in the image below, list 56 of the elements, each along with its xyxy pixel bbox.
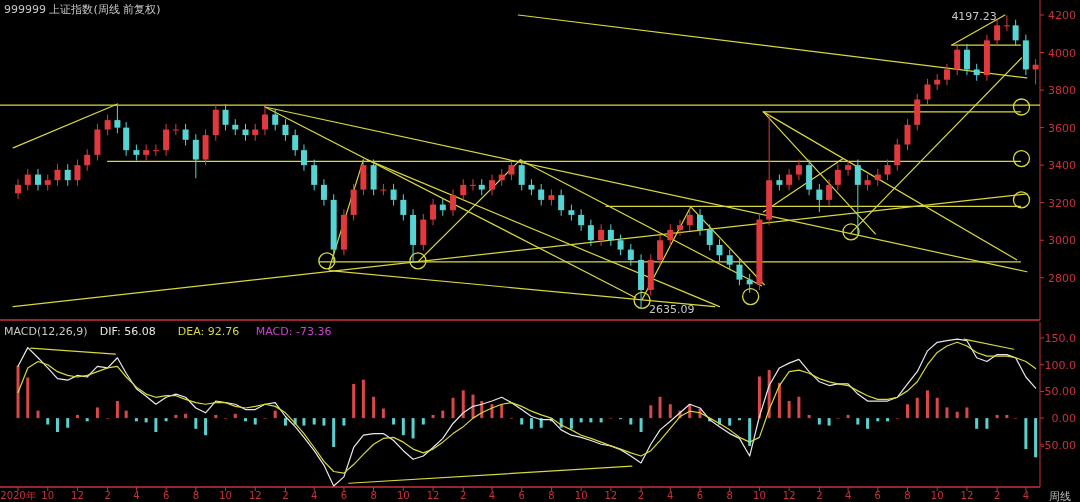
y-tick-label: 3600	[1048, 121, 1076, 135]
x-tick-label: 4	[311, 490, 318, 501]
annotation: DIF: 56.08	[99, 325, 156, 338]
x-tick-label: 12	[960, 490, 974, 501]
x-tick-label: 12	[248, 490, 262, 501]
x-tick-label: 4	[488, 490, 496, 501]
x-tick-label: 12	[71, 490, 84, 501]
annotation: 2635.09	[649, 302, 695, 316]
x-tick-label: 10	[41, 490, 55, 501]
x-tick-label: 4	[1022, 490, 1030, 501]
x-tick-label: 8	[548, 490, 555, 501]
x-tick-label: 4	[844, 490, 852, 501]
x-tick-label: 8	[726, 490, 733, 501]
x-tick-label: 12	[604, 490, 618, 501]
y-tick-label: 4000	[1048, 46, 1076, 60]
y-tick-label: 50.00	[1044, 385, 1076, 399]
chart-title: 999999 上证指数(周线 前复权)	[4, 3, 161, 16]
x-tick-label: 10	[574, 490, 588, 501]
x-tick-label: 2	[104, 490, 111, 501]
y-tick-label: 0.00	[1051, 412, 1076, 426]
y-tick-label: 2800	[1048, 271, 1076, 285]
x-tick-label: 6	[162, 490, 170, 501]
x-tick-label: 6	[874, 490, 881, 501]
x-tick-label: 10	[396, 490, 410, 501]
y-tick-label: 3400	[1048, 159, 1076, 173]
x-tick-label: 10	[219, 490, 232, 501]
annotation: 4197.23	[951, 9, 997, 23]
x-tick-label: 8	[192, 490, 200, 501]
x-axis-title: 周线	[1049, 490, 1071, 502]
x-tick-label: 4	[667, 490, 674, 501]
x-tick-label: 4	[133, 490, 140, 501]
y-tick-label: 150.0	[1044, 332, 1076, 346]
x-tick-label: 6	[340, 490, 348, 501]
x-tick-label: 2	[993, 490, 1001, 501]
y-tick-label: 3000	[1048, 234, 1076, 248]
x-tick-label: 2020年	[0, 490, 36, 501]
x-tick-label: 2	[460, 490, 467, 501]
y-tick-label: 3800	[1048, 84, 1076, 98]
x-tick-label: 10	[753, 490, 766, 501]
x-tick-label: 2	[816, 490, 823, 501]
x-tick-label: 8	[370, 490, 377, 501]
annotation: MACD: -73.36	[255, 325, 332, 338]
x-tick-label: 2	[282, 490, 289, 501]
y-tick-label: 100.0	[1044, 358, 1076, 372]
x-tick-label: 6	[696, 490, 704, 501]
x-tick-label: 8	[904, 490, 911, 501]
y-tick-label: -50.00	[1040, 438, 1076, 452]
x-tick-label: 6	[518, 490, 525, 501]
x-tick-label: 12	[426, 490, 440, 501]
y-tick-label: 4200	[1048, 9, 1076, 23]
x-tick-label: 2	[637, 490, 645, 501]
x-tick-label: 12	[782, 490, 796, 501]
annotation: DEA: 92.76	[177, 325, 240, 338]
y-tick-label: 3200	[1048, 196, 1076, 210]
x-tick-label: 10	[930, 490, 944, 501]
chart-title: MACD(12,26,9)	[4, 325, 88, 338]
